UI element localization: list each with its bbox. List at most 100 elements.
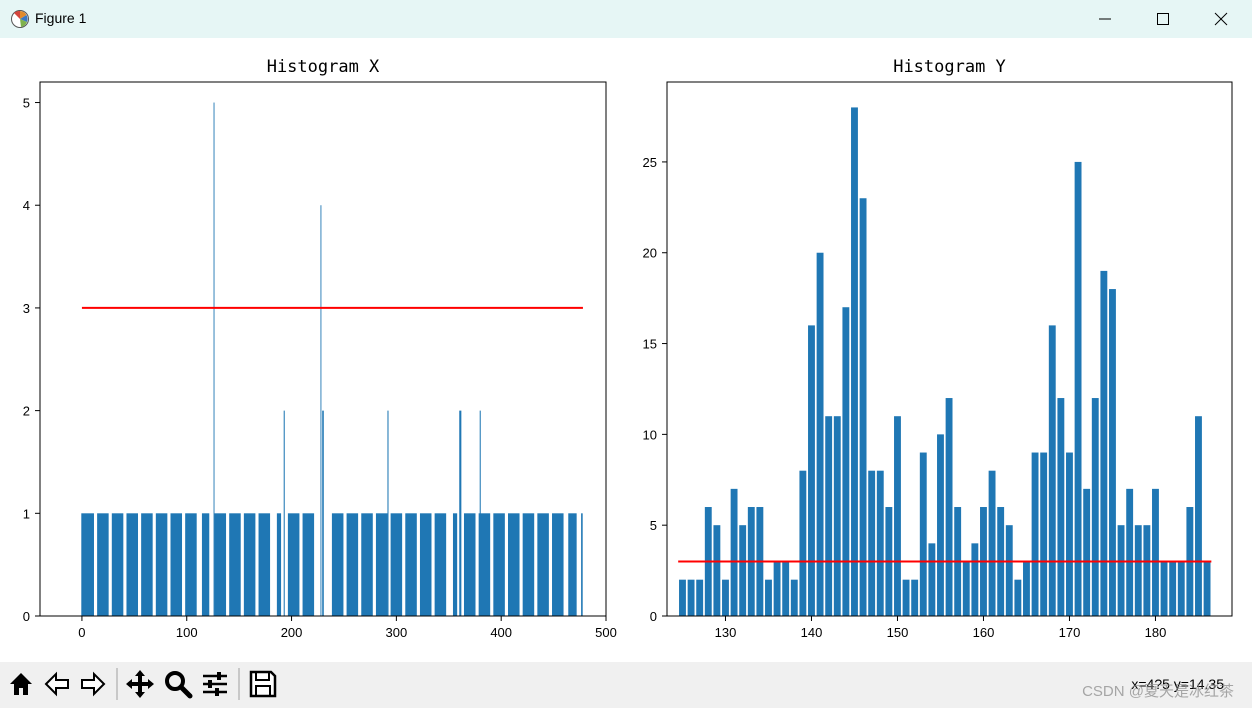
bar — [1005, 525, 1013, 616]
bar — [808, 325, 815, 616]
bar — [493, 513, 505, 616]
zoom-button[interactable] — [161, 667, 195, 701]
x-tick-label: 500 — [595, 625, 617, 640]
minimize-button[interactable] — [1076, 0, 1134, 38]
bar — [155, 513, 168, 616]
bar — [82, 513, 94, 616]
bar — [799, 470, 807, 616]
x-tick-label: 150 — [887, 625, 909, 640]
maximize-icon — [1157, 13, 1169, 25]
bar — [859, 198, 867, 616]
bar — [375, 513, 388, 616]
bar — [552, 513, 564, 616]
bar — [522, 513, 535, 616]
x-tick-label: 200 — [281, 625, 303, 640]
x-tick-label: 170 — [1059, 625, 1081, 640]
bar — [126, 513, 139, 616]
bar — [1177, 561, 1185, 616]
y-tick-label: 0 — [23, 609, 30, 624]
matplotlib-logo-icon — [11, 10, 29, 28]
bar — [405, 513, 417, 616]
y-tick-label: 5 — [23, 96, 30, 111]
magnifier-icon — [165, 671, 193, 699]
y-tick-label: 20 — [643, 246, 657, 261]
bar — [722, 579, 729, 616]
y-tick-label: 0 — [650, 609, 657, 624]
pan-button[interactable] — [123, 667, 157, 701]
x-tick-label: 130 — [715, 625, 737, 640]
chart-title: Histogram X — [267, 57, 380, 77]
bar — [276, 513, 282, 616]
move-icon — [126, 670, 154, 698]
close-button[interactable] — [1192, 0, 1250, 38]
bar — [201, 513, 210, 616]
bar — [287, 513, 300, 616]
watermark-text: CSDN @夏天是冰红茶 — [1082, 683, 1234, 700]
y-tick-label: 5 — [650, 518, 657, 533]
bar — [452, 513, 458, 616]
bar — [478, 513, 491, 616]
bar — [346, 513, 359, 616]
home-button[interactable] — [4, 667, 38, 701]
bar — [302, 513, 315, 616]
sliders-icon — [203, 672, 227, 696]
bar — [185, 513, 197, 616]
bar — [1074, 161, 1082, 616]
configure-subplots-button[interactable] — [198, 667, 232, 701]
bar — [1134, 525, 1142, 616]
bar — [919, 452, 927, 616]
bar — [876, 470, 884, 616]
window-title: Figure 1 — [35, 10, 87, 26]
forward-button[interactable] — [76, 667, 110, 701]
bar — [390, 513, 403, 616]
x-tick-label: 0 — [78, 625, 85, 640]
bar — [141, 513, 153, 616]
toolbar-separator — [116, 668, 118, 700]
bar — [928, 543, 936, 616]
bar — [833, 416, 841, 616]
bar — [945, 398, 953, 616]
bar — [459, 410, 462, 616]
bar — [713, 525, 721, 616]
y-tick-label: 10 — [643, 427, 657, 442]
chart-histogram-x: 0 100 200 300 400 500 0 1 2 3 4 5 Histogram X — [23, 57, 617, 640]
bar — [1048, 325, 1056, 616]
bar — [842, 307, 850, 616]
bar — [320, 205, 322, 616]
bar — [868, 470, 876, 616]
bar — [825, 416, 833, 616]
bar — [81, 513, 83, 616]
bar — [97, 513, 109, 616]
bar — [331, 513, 344, 616]
bar — [679, 579, 686, 616]
bar — [243, 513, 256, 616]
bar — [851, 107, 858, 616]
y-tick-label: 1 — [23, 506, 30, 521]
back-button[interactable] — [40, 667, 74, 701]
bar — [1160, 561, 1168, 616]
cursor-coordinates: x=4?5 y=14.35 — [1131, 676, 1224, 692]
bar — [258, 513, 271, 616]
x-tick-label: 400 — [490, 625, 512, 640]
bar — [765, 579, 772, 616]
bar — [1169, 561, 1177, 616]
x-tick-label: 100 — [176, 625, 198, 640]
x-tick-label: 300 — [386, 625, 408, 640]
x-tick-label: 160 — [973, 625, 995, 640]
close-icon — [1214, 12, 1228, 26]
bar — [1126, 488, 1134, 616]
bar — [790, 579, 798, 616]
maximize-button[interactable] — [1134, 0, 1192, 38]
y-tick-label: 25 — [643, 155, 657, 170]
x-tick-label: 180 — [1145, 625, 1167, 640]
save-button[interactable] — [246, 667, 280, 701]
window-titlebar: Figure 1 — [0, 0, 1252, 38]
bar — [361, 513, 373, 616]
bar — [962, 561, 970, 616]
bar — [283, 410, 285, 616]
chart-histogram-y: 130 140 150 160 170 180 0 5 10 15 20 25 Histogram Y — [643, 57, 1233, 640]
bar — [1040, 452, 1048, 616]
bar — [1152, 488, 1159, 616]
figure-canvas[interactable]: 0 100 200 300 400 500 0 1 2 3 4 5 Histogram X 130 140 1… — [0, 38, 1252, 662]
bar — [568, 513, 577, 616]
